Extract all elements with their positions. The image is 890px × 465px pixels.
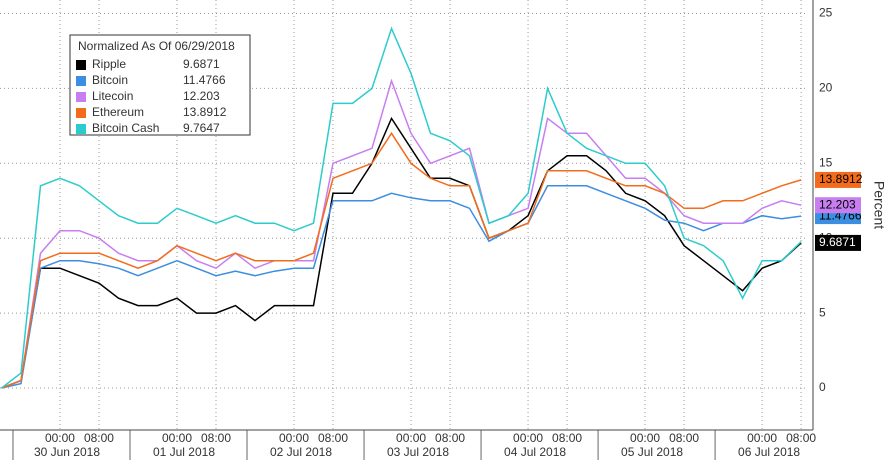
end-value-box [815,197,861,214]
legend-value: 9.7647 [183,121,220,135]
end-value-label: 9.6871 [819,235,856,249]
x-tick-label: 08:00 [552,431,582,445]
y-axis-title: Percent [871,181,887,229]
end-value-label: 13.8912 [819,172,863,186]
legend-swatch [76,92,86,102]
end-value-label: 12.203 [819,197,856,211]
legend-box [69,34,251,136]
x-tick-label: 00:00 [630,431,660,445]
series-line [1,26,802,389]
y-tick-label: 20 [819,81,833,95]
y-tick-label: 25 [819,6,833,20]
legend-label: Bitcoin [92,73,128,87]
x-tick-label: 08:00 [84,431,114,445]
legend-label: Litecoin [92,89,133,103]
end-value-box [815,171,861,188]
x-tick-label: 00:00 [747,431,777,445]
legend-value: 13.8912 [183,105,227,119]
legend-swatch [76,108,86,118]
day-label: 04 Jul 2018 [504,445,566,459]
series-line [1,185,802,389]
legend-value: 11.4766 [183,73,226,87]
y-tick-label: 15 [819,155,833,169]
legend-value: 12.203 [183,89,220,103]
x-tick-label: 08:00 [669,431,699,445]
x-tick-label: 00:00 [513,431,543,445]
x-tick-label: 00:00 [396,431,426,445]
legend-swatch [76,76,86,86]
legend-label: Ethereum [92,105,144,119]
series-line [1,78,802,389]
day-label: 05 Jul 2018 [621,445,683,459]
y-tick-label: 5 [819,305,826,319]
day-label: 01 Jul 2018 [153,445,215,459]
x-tick-label: 08:00 [318,431,348,445]
x-tick-label: 00:00 [279,431,309,445]
end-value-box [815,234,861,251]
x-tick-label: 00:00 [162,431,192,445]
x-tick-label: 00:00 [45,431,75,445]
series-line [1,116,802,389]
legend-title: Normalized As Of 06/29/2018 [78,39,235,53]
y-tick-label: 0 [819,380,826,394]
day-label: 30 Jun 2018 [34,445,100,459]
x-tick-label: 08:00 [786,431,816,445]
x-tick-label: 08:00 [201,431,231,445]
legend-value: 9.6871 [183,57,220,71]
legend-swatch [76,124,86,134]
day-label: 02 Jul 2018 [270,445,332,459]
legend-label: Ripple [92,57,126,71]
day-label: 03 Jul 2018 [387,445,449,459]
series-line [1,131,802,389]
day-label: 06 Jul 2018 [738,445,800,459]
legend-swatch [76,60,86,70]
x-tick-label: 08:00 [435,431,465,445]
legend-label: Bitcoin Cash [92,121,159,135]
